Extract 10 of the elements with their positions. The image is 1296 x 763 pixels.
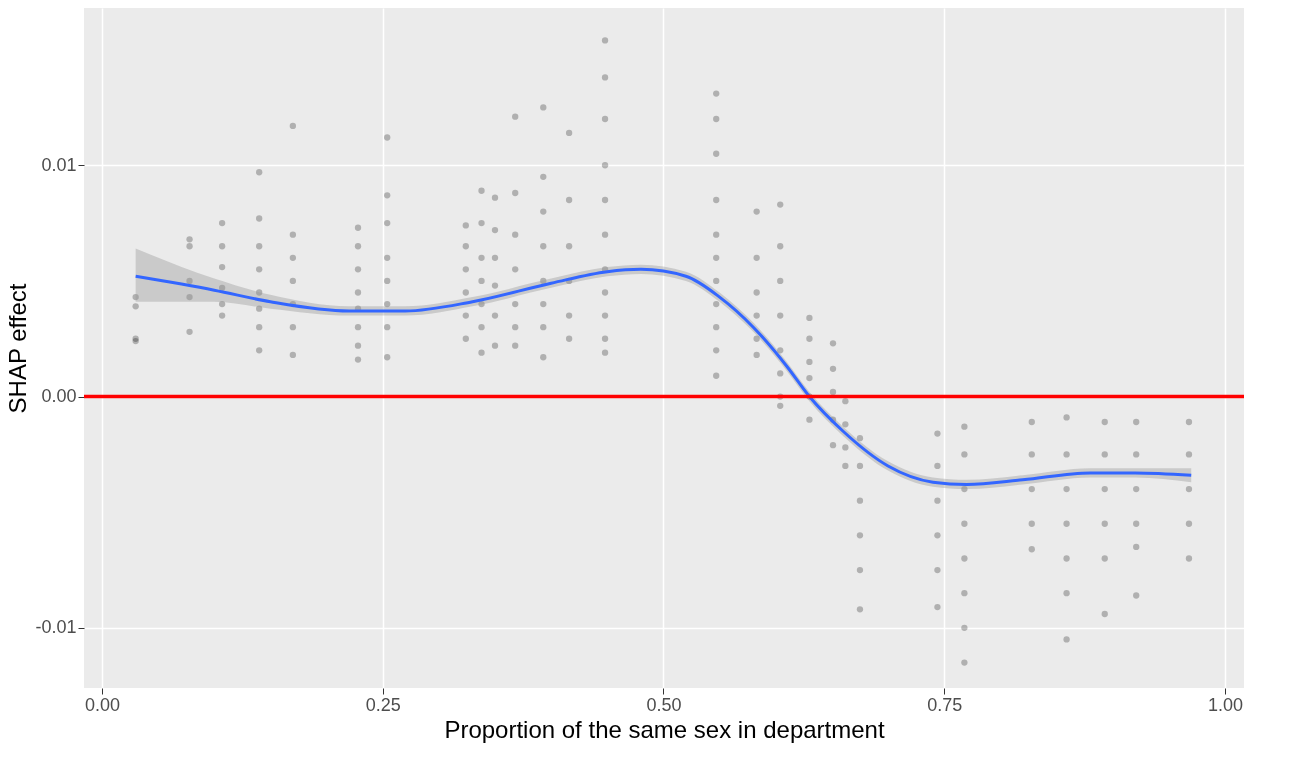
- x-tick-label: 0.75: [927, 694, 963, 715]
- x-tick-label: 0.50: [646, 694, 682, 715]
- x-tick-label: 1.00: [1207, 694, 1243, 715]
- x-tick-label: 0.25: [365, 694, 401, 715]
- x-axis-title: Proportion of the same sex in department: [444, 715, 885, 743]
- y-axis-title: SHAP effect: [4, 283, 32, 414]
- x-tick-label: 0.00: [84, 694, 120, 715]
- y-tick-label: 0.01: [41, 154, 77, 175]
- y-tick-label: -0.01: [35, 617, 77, 638]
- y-tick-label: 0.00: [41, 386, 77, 407]
